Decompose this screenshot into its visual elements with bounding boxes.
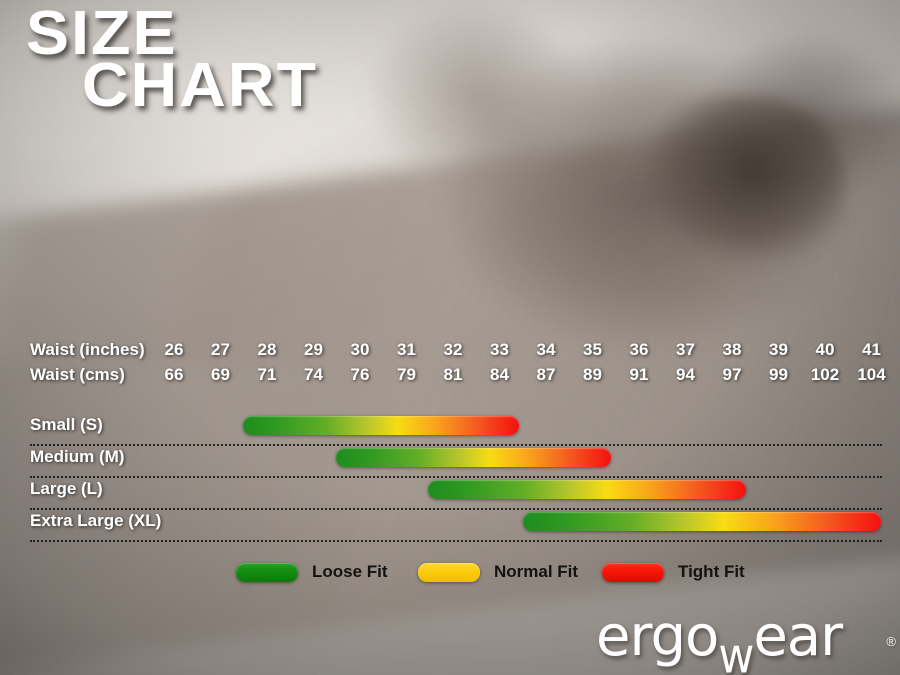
logo-wordmark: ergowear — [596, 604, 843, 675]
measure-value: 36 — [629, 340, 649, 359]
measure-value: 27 — [211, 340, 230, 359]
measure-value: 39 — [769, 340, 788, 359]
registered-trademark-icon: ® — [886, 634, 896, 649]
page-title-line-1: SIZE — [26, 0, 178, 68]
row-separator — [30, 444, 882, 446]
fit-range-bar — [243, 416, 519, 435]
measure-value: 102 — [810, 365, 840, 384]
measure-value: 84 — [490, 365, 509, 384]
logo-text-post: ear — [753, 604, 843, 669]
measure-value: 71 — [257, 365, 277, 384]
measure-value: 37 — [676, 340, 695, 359]
row-separator — [30, 476, 882, 478]
size-label: Large (L) — [30, 479, 103, 498]
waist-inches-values: 26 27 28 29 30 31 32 33 34 35 36 37 38 39 40 41 — [154, 340, 894, 364]
size-label: Extra Large (XL) — [30, 511, 162, 530]
ergowear-logo: ergowear ® — [596, 604, 896, 675]
page-title-line-2: CHART — [82, 51, 319, 121]
fit-range-bar — [428, 480, 746, 499]
measure-value: 69 — [211, 365, 230, 384]
size-row: Medium (M) — [0, 446, 900, 478]
waist-measurement-table: Waist (inches) 26 27 28 29 30 31 32 33 34 35 36 37 3… — [0, 340, 900, 390]
page-title: SIZE CHART — [26, 2, 316, 116]
legend-item: Normal Fit — [418, 562, 578, 582]
measure-value: 99 — [769, 365, 788, 384]
size-label: Small (S) — [30, 415, 103, 434]
measure-value: 81 — [443, 365, 463, 384]
size-label: Medium (M) — [30, 447, 125, 466]
measure-value: 89 — [583, 365, 602, 384]
measure-value: 74 — [304, 365, 323, 384]
measure-value: 94 — [676, 365, 695, 384]
row-separator — [30, 508, 882, 510]
row-separator — [30, 540, 882, 542]
legend-label: Tight Fit — [678, 562, 745, 581]
measure-value: 97 — [722, 365, 742, 384]
measure-value: 104 — [857, 365, 886, 384]
measure-value: 34 — [536, 340, 556, 359]
size-row: Small (S) — [0, 414, 900, 446]
size-row: Large (L) — [0, 478, 900, 510]
measure-value: 30 — [350, 340, 370, 359]
measure-value: 35 — [583, 340, 602, 359]
legend-item: Tight Fit — [602, 562, 745, 582]
legend-label: Normal Fit — [494, 562, 579, 581]
measure-value: 91 — [629, 365, 649, 384]
measure-value: 26 — [164, 340, 184, 359]
legend-swatch-icon — [602, 562, 664, 582]
waist-inches-row: Waist (inches) 26 27 28 29 30 31 32 33 34 35 36 37 3… — [0, 340, 900, 365]
fit-range-bar — [336, 448, 611, 467]
logo-omega-w-icon: w — [718, 627, 754, 675]
legend-swatch-icon — [418, 562, 480, 582]
size-row: Extra Large (XL) — [0, 510, 900, 542]
measure-value: 32 — [443, 340, 463, 359]
measure-value: 31 — [397, 340, 416, 359]
waist-cms-row: Waist (cms) 66 69 71 74 76 79 81 84 87 89 91 94 97 99… — [0, 365, 900, 390]
logo-text-pre: ergo — [596, 604, 719, 669]
measure-value: 76 — [350, 365, 370, 384]
size-rows: Small (S) Medium (M) Large (L) Extra Large … — [0, 414, 900, 542]
measure-value: 33 — [490, 340, 509, 359]
legend-swatch-icon — [236, 562, 298, 582]
measure-value: 66 — [164, 365, 184, 384]
waist-cms-label: Waist (cms) — [30, 365, 125, 384]
legend-label: Loose Fit — [312, 562, 388, 581]
waist-inches-label: Waist (inches) — [30, 340, 145, 359]
measure-value: 41 — [862, 340, 881, 359]
waist-cms-values: 66 69 71 74 76 79 81 84 87 89 91 94 97 99 102 104 — [154, 365, 894, 389]
measure-value: 40 — [815, 340, 835, 359]
measure-value: 87 — [536, 365, 556, 384]
legend-item: Loose Fit — [236, 562, 388, 582]
measure-value: 29 — [304, 340, 323, 359]
measure-value: 28 — [257, 340, 277, 359]
measure-value: 38 — [722, 340, 742, 359]
fit-legend: Loose Fit Normal Fit Tight Fit — [0, 562, 900, 592]
measure-value: 79 — [397, 365, 416, 384]
fit-range-bar — [523, 512, 881, 531]
